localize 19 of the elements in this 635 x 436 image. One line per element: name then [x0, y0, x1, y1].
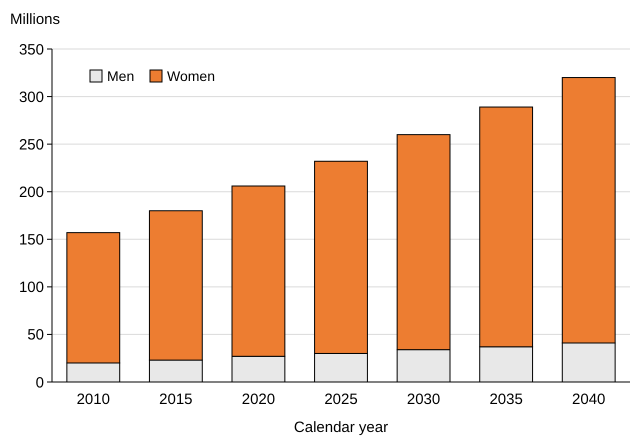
y-tick-label: 0: [36, 374, 44, 392]
x-tick-label: 2025: [324, 391, 358, 408]
y-tick-label: 250: [18, 136, 44, 154]
x-tick-label: 2035: [489, 391, 523, 408]
y-tick-label: 350: [18, 41, 44, 58]
y-tick-label: 200: [18, 184, 44, 201]
y-tick-label: 50: [27, 326, 44, 344]
y-tick-label: 100: [18, 279, 44, 296]
x-tick-label: 2020: [242, 391, 276, 408]
legend-label: Men: [107, 68, 134, 84]
x-tick-label: 2030: [406, 391, 440, 408]
legend-label: Women: [167, 68, 215, 84]
x-axis-title: Calendar year: [294, 419, 388, 436]
y-tick-label: 150: [18, 232, 44, 249]
y-tick-label: 300: [18, 88, 44, 106]
x-tick-label: 2010: [76, 391, 110, 408]
x-tick-label: 2015: [159, 391, 193, 408]
y-axis-title: Millions: [10, 11, 60, 28]
x-tick-label: 2040: [572, 391, 606, 408]
